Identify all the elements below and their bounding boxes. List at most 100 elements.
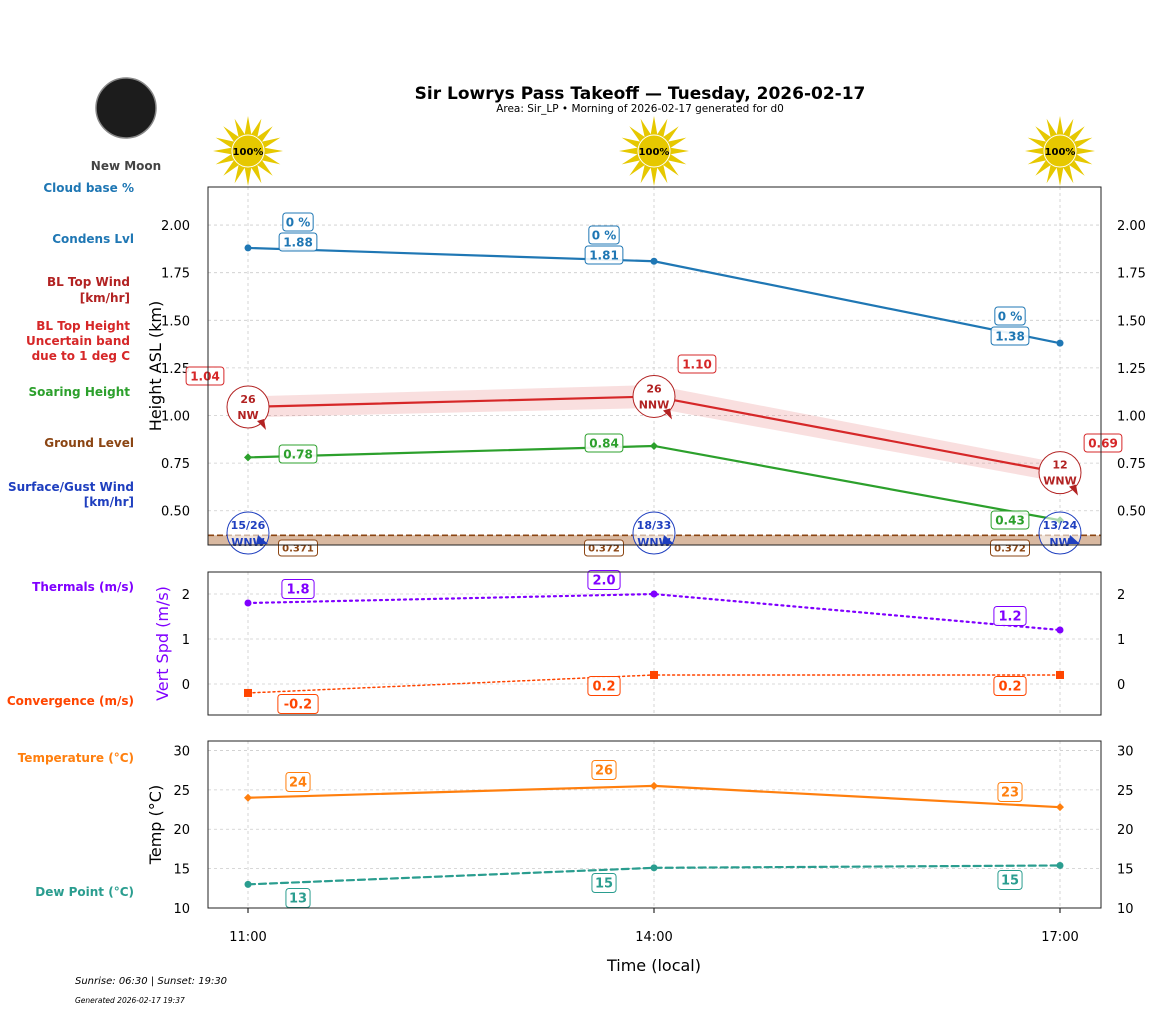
y-tick-label: 20 (173, 823, 190, 838)
soaring-label-box (990, 510, 1030, 530)
thermals-label: 2.0 (592, 574, 615, 589)
data-point (1056, 803, 1064, 812)
y-tick-label-right: 30 (1117, 744, 1134, 759)
chart-subtitle: Area: Sir_LP • Morning of 2026-02-17 gen… (496, 103, 784, 115)
data-point (650, 590, 658, 598)
data-point (244, 793, 252, 802)
soaring-label-box (278, 444, 318, 464)
y-tick-label-right: 0 (1117, 678, 1125, 693)
cloud-base-label: 0 % (998, 309, 1023, 323)
bl-wind-marker: 12 WNW (1038, 451, 1082, 496)
dewpoint-label: 15 (595, 877, 613, 892)
y-tick-label: 1.25 (161, 362, 190, 377)
panel-temperature: 10 10 15 15 20 20 25 25 30 30 11:00 14:00 17:00 Temp … (146, 740, 1134, 945)
convergence-label: 0.2 (592, 680, 615, 695)
y-tick-label-right: 10 (1117, 902, 1134, 917)
bl-wind-direction: WNW (1043, 475, 1076, 488)
panel-height: 0.50 0.50 0.75 0.75 1.00 1.00 1.25 1.25 1.50 1.50… (146, 116, 1146, 557)
y-tick-label: 2 (182, 588, 190, 603)
sun-percent-label: 100% (233, 147, 264, 158)
thermals-label: 1.2 (998, 610, 1021, 625)
y-tick-label-right: 2.00 (1117, 219, 1146, 234)
surface-wind-speed-gust: 13/24 (1043, 519, 1078, 532)
surface-wind-speed-gust: 15/26 (231, 519, 266, 532)
wind-arrow-icon (256, 535, 268, 544)
temperature-label-box (591, 760, 617, 780)
generated-timestamp: Generated 2026-02-17 19:37 (75, 996, 185, 1005)
y-tick-label: 1 (182, 633, 190, 648)
x-tick-label: 11:00 (229, 930, 266, 945)
sun-disc (231, 134, 265, 168)
bl-wind-direction: NW (237, 409, 258, 422)
y-tick-label: 1.50 (161, 314, 190, 329)
sun-icon: 100% (213, 116, 283, 186)
convergence-label: 0.2 (998, 680, 1021, 695)
temperature-label: 23 (1001, 786, 1019, 801)
data-point (1056, 626, 1064, 634)
data-point (244, 453, 252, 462)
condens-label: 1.38 (995, 329, 1025, 343)
dewpoint-label-box (997, 870, 1023, 890)
series-temperature: 24 26 23 (244, 760, 1064, 812)
soaring-label-box (584, 433, 624, 453)
legend-bl-top-band: Uncertain band (26, 334, 130, 348)
y-tick-label: 25 (173, 784, 190, 799)
moon-icon (95, 77, 157, 139)
y-axis-label: Height ASL (km) (146, 301, 165, 431)
condens-label-box (278, 232, 318, 252)
bl_top-label: 0.69 (1088, 436, 1118, 450)
legend-surface-wind-unit: [km/hr] (84, 495, 134, 509)
sun-disc (637, 134, 671, 168)
bl_top-label-box (1083, 433, 1123, 453)
convergence-label: -0.2 (284, 698, 312, 713)
condens-label-box (990, 326, 1030, 346)
ground-label: 0.372 (994, 544, 1026, 555)
surface-wind-direction: NW (1049, 536, 1070, 549)
bl-wind-direction: NNW (639, 398, 670, 411)
y-tick-label-right: 1.50 (1117, 314, 1146, 329)
cloud-base-label-box (282, 212, 314, 232)
thermals-label-box (993, 606, 1027, 626)
series-thermals: 1.8 2.0 1.2 (244, 570, 1064, 634)
wind-arrow-icon (257, 418, 266, 430)
surface-wind-speed-gust: 18/33 (637, 519, 672, 532)
sun-percent-label: 100% (1045, 147, 1076, 158)
surface-wind-direction: WNW (231, 536, 264, 549)
cloud-base-label: 0 % (592, 228, 617, 242)
wind-arrow-icon (1069, 484, 1078, 496)
sun-disc (1043, 134, 1077, 168)
soaring-label: 0.78 (283, 447, 313, 461)
wind-arrow-icon (1068, 535, 1080, 544)
y-tick-label: 15 (173, 863, 190, 878)
y-tick-label: 1.00 (161, 410, 190, 425)
series-ground: 0.371 0.372 0.372 (278, 539, 1030, 557)
legend-bl-top-note: due to 1 deg C (32, 349, 131, 363)
convergence-label-box (587, 676, 621, 696)
thermals-label-box (587, 570, 621, 590)
y-tick-label-right: 1.25 (1117, 362, 1146, 377)
chart-title: Sir Lowrys Pass Takeoff — Tuesday, 2026-… (415, 84, 866, 104)
bl_top-label-box (677, 354, 717, 374)
temperature-label-box (997, 782, 1023, 802)
y-tick-label: 2.00 (161, 219, 190, 234)
surface-wind-marker: 15/26 WNW (226, 511, 270, 555)
y-tick-label-right: 0.75 (1117, 457, 1146, 472)
ground-label: 0.372 (588, 544, 620, 555)
axes-frame (207, 186, 1102, 546)
sun-icon: 100% (619, 116, 689, 186)
condens-label-box (584, 245, 624, 265)
bl_top-label: 1.10 (682, 357, 712, 371)
y-tick-label: 1.75 (161, 267, 190, 282)
cloud-base-label-box (994, 306, 1026, 326)
sun-percent-label: 100% (639, 147, 670, 158)
legend-condens: Condens Lvl (52, 232, 134, 246)
data-point (244, 688, 252, 697)
thermals-label: 1.8 (286, 583, 309, 598)
dewpoint-label-box (591, 873, 617, 893)
legend-bl-wind: BL Top Wind (47, 275, 130, 289)
thermals-line (246, 592, 1062, 632)
data-point (650, 781, 658, 790)
bl_top-label: 1.04 (190, 369, 220, 383)
soaring-label: 0.43 (995, 513, 1025, 527)
y-tick-label-right: 1 (1117, 633, 1125, 648)
